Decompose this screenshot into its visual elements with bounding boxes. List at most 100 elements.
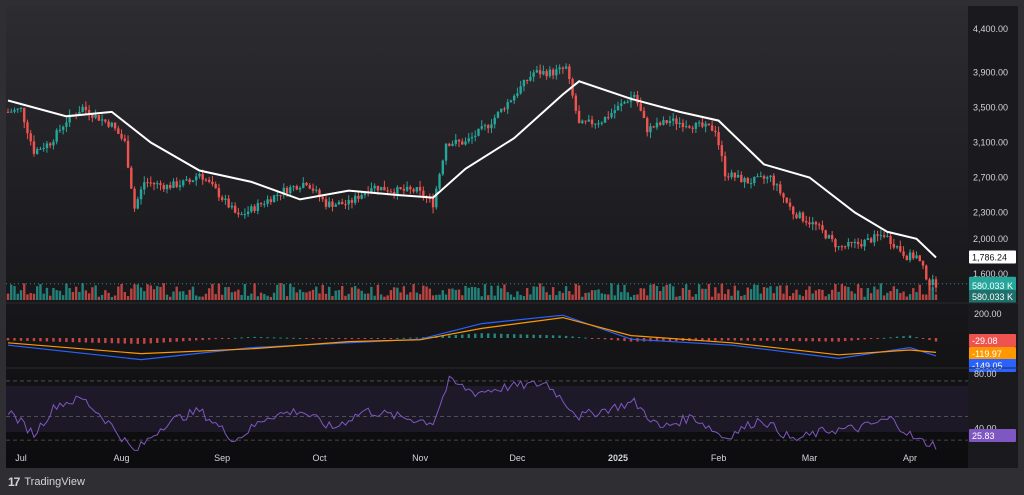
candle-body (250, 206, 253, 212)
candle-body (162, 184, 165, 190)
volume-bar (509, 294, 513, 300)
signal-value-label-tag (969, 347, 1016, 360)
volume-bar (263, 293, 266, 300)
volume-bar (233, 291, 237, 300)
volume-bar (435, 294, 438, 300)
volume-bar (298, 289, 302, 300)
macd-histogram-bar (240, 337, 243, 339)
volume-bar (594, 290, 597, 300)
candle-body (52, 141, 55, 146)
signal-value-label: -119.97 (972, 349, 1002, 359)
volume-bar (843, 286, 847, 300)
volume-bar (551, 287, 555, 300)
volume-bar (58, 290, 62, 300)
candle-body (441, 160, 444, 175)
volume-bar (522, 296, 526, 300)
volume-bar (120, 283, 123, 300)
macd-histogram-bar (194, 338, 198, 341)
volume-bar (931, 287, 934, 300)
volume-bar (529, 294, 532, 300)
candle-body (587, 119, 591, 122)
volume-bar (769, 286, 772, 300)
macd-histogram-bar (500, 333, 503, 338)
volume-bar (289, 283, 292, 300)
candle-body (827, 235, 831, 239)
macd-histogram-bar (921, 338, 925, 339)
rsi-tick-label: 40.00 (974, 423, 997, 433)
volume-bar (571, 294, 574, 300)
candle-body (892, 244, 896, 248)
candle-body (746, 178, 750, 184)
candle-body (402, 189, 406, 191)
candle-body (792, 206, 795, 215)
candle-body (610, 112, 613, 118)
volume-bar (279, 283, 282, 300)
candle-body (318, 189, 321, 197)
candle-body (143, 182, 146, 190)
volume-value-label: 580.033 K (972, 292, 1013, 302)
volume-bar (668, 283, 672, 300)
volume-bar (308, 291, 311, 300)
time-tick-label: Dec (509, 453, 526, 463)
macd-histogram-bar (876, 338, 879, 339)
macd-histogram-bar (97, 338, 101, 343)
volume-bar (892, 286, 896, 300)
volume-bar (753, 284, 756, 300)
macd-histogram-bar (279, 337, 282, 339)
volume-bar (814, 290, 818, 300)
candle-body (328, 201, 331, 207)
candle-body (782, 193, 785, 198)
candle-body (13, 109, 16, 112)
volume-bar (55, 290, 58, 300)
candle-body (665, 120, 668, 124)
candle-body (392, 191, 396, 195)
macd-histogram-bar (772, 338, 775, 341)
candle-body (490, 124, 493, 129)
macd-histogram-bar (558, 335, 561, 338)
candle-body (396, 187, 399, 195)
macd-histogram-bar (675, 338, 678, 342)
candle-body (772, 175, 775, 186)
volume-bar (749, 289, 753, 300)
macd-histogram-bar (928, 338, 931, 341)
volume-bar (363, 293, 367, 300)
volume-bar (740, 296, 743, 300)
macd-histogram-bar (305, 338, 308, 339)
candle-body (749, 183, 753, 185)
volume-bar (292, 287, 295, 300)
candle-body (876, 234, 879, 236)
candle-body (483, 125, 487, 127)
candle-body (928, 279, 931, 285)
volume-bar (149, 285, 152, 300)
macd-histogram-bar (882, 337, 886, 339)
candle-body (331, 201, 334, 207)
candle-body (860, 244, 863, 247)
volume-bar (13, 286, 16, 300)
volume-bar (535, 286, 539, 300)
price-tick-label: 1,600.00 (973, 269, 1008, 279)
candle-body (597, 123, 600, 125)
candle-body (496, 111, 500, 118)
macd-histogram-bar (895, 336, 899, 338)
volume-bar (558, 291, 561, 300)
volume-bar (159, 286, 162, 300)
volume-bar (863, 296, 866, 300)
candle-body (120, 133, 123, 139)
macd-histogram-bar (156, 338, 159, 343)
candle-body (727, 176, 730, 178)
volume-bar (610, 283, 613, 300)
macd-histogram-bar (597, 338, 600, 339)
candle-body (81, 106, 84, 112)
volume-bar (392, 287, 396, 300)
volume-bar (214, 294, 217, 300)
time-tick-label: Oct (312, 453, 327, 463)
volume-bar (837, 291, 840, 300)
macd-histogram-bar (344, 338, 347, 340)
candle-body (668, 120, 672, 124)
volume-bar (759, 293, 762, 300)
candle-body (717, 131, 720, 146)
candle-body (194, 176, 198, 181)
volume-bar (652, 284, 655, 300)
macd-histogram-bar (298, 338, 302, 339)
